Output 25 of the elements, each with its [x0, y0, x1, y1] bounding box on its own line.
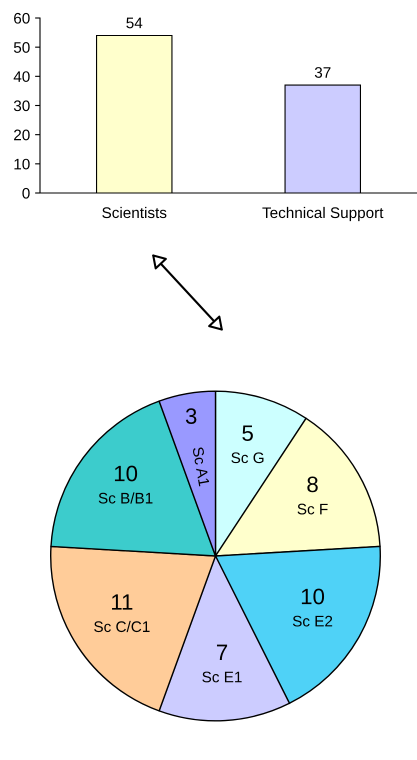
- slice-label: Sc E2: [292, 616, 332, 627]
- data-label: 10: [114, 466, 138, 482]
- data-label: 54: [126, 18, 142, 28]
- y-tick-label: 30: [14, 100, 30, 112]
- y-tick-label: 10: [14, 158, 30, 170]
- data-label: 5: [242, 425, 253, 441]
- slice-label: Sc B/B1: [98, 492, 152, 504]
- y-tick-label: 40: [14, 71, 30, 82]
- x-tick-label: Scientists: [102, 206, 166, 218]
- y-tick-label: 0: [22, 188, 30, 199]
- data-label: 37: [314, 67, 330, 78]
- slice-label: Sc G: [231, 452, 264, 464]
- y-tick-label: 60: [14, 12, 30, 24]
- data-label: 8: [307, 476, 318, 492]
- slice-label: Sc C/C1: [94, 620, 150, 632]
- slice-label: Sc F: [298, 504, 328, 514]
- data-label: 10: [302, 588, 324, 604]
- data-label: 7: [216, 644, 228, 660]
- slice-label: Sc A1: [192, 446, 210, 486]
- data-label: 11: [112, 594, 132, 610]
- data-label: 3: [186, 408, 196, 424]
- y-tick-label: 20: [14, 130, 30, 140]
- y-tick-label: 50: [14, 42, 30, 53]
- x-tick-label: Technical Support: [262, 206, 384, 222]
- slice-label: Sc E1: [202, 672, 242, 682]
